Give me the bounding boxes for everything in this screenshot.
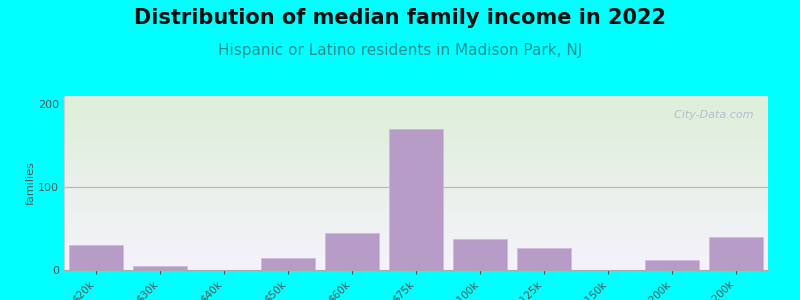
- Bar: [709, 237, 763, 270]
- Bar: [517, 248, 571, 270]
- Bar: [645, 260, 699, 270]
- Y-axis label: families: families: [26, 161, 35, 205]
- Bar: [453, 238, 507, 270]
- Text: City-Data.com: City-Data.com: [667, 110, 754, 120]
- Bar: [261, 258, 315, 270]
- Text: Hispanic or Latino residents in Madison Park, NJ: Hispanic or Latino residents in Madison …: [218, 44, 582, 59]
- Text: Distribution of median family income in 2022: Distribution of median family income in …: [134, 8, 666, 28]
- Bar: [133, 266, 187, 270]
- Bar: [325, 233, 379, 270]
- Bar: [69, 245, 123, 270]
- Bar: [389, 129, 443, 270]
